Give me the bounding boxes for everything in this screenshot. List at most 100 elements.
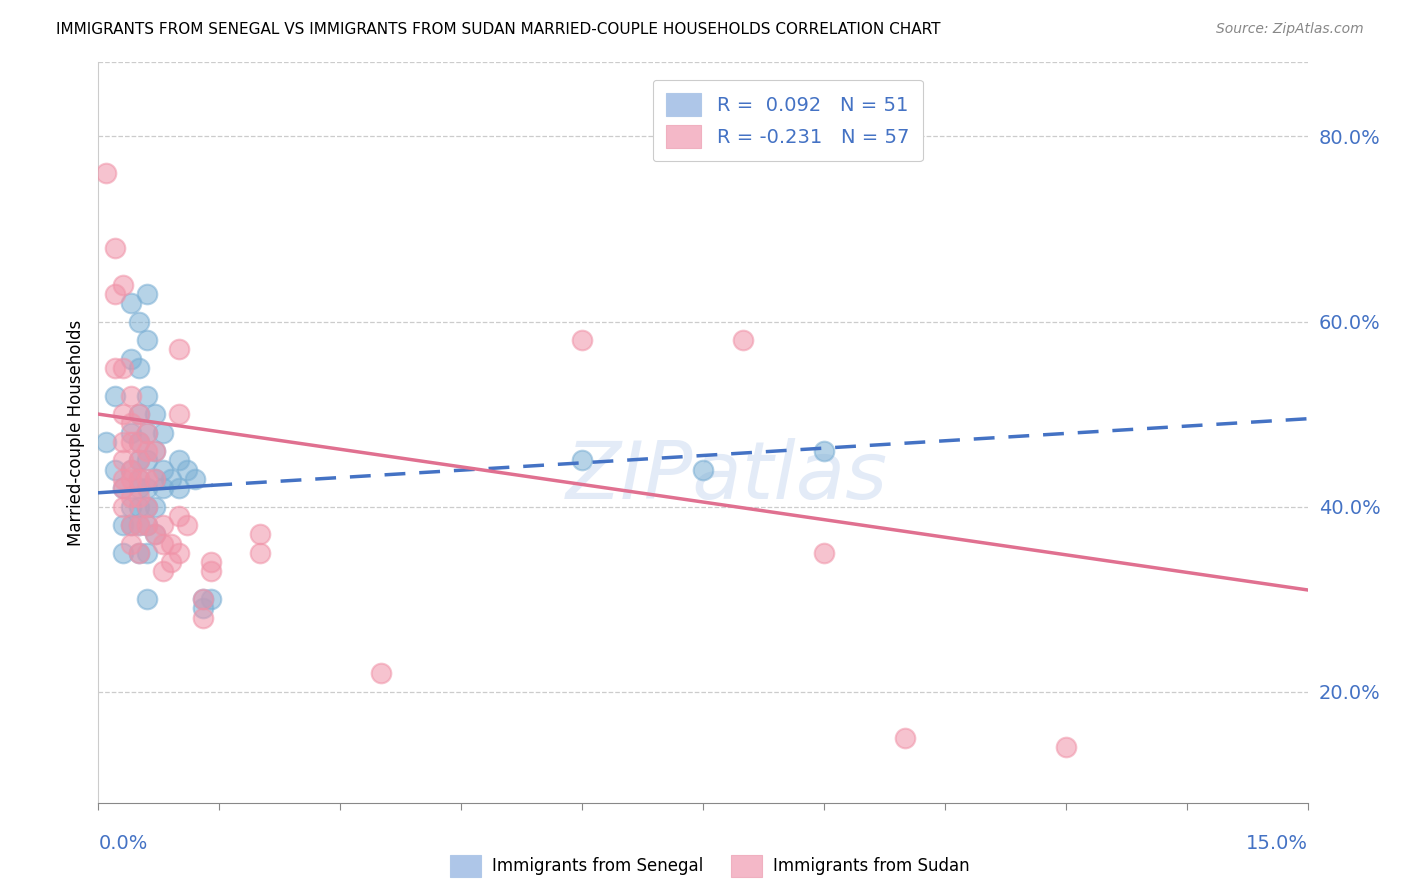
Point bbox=[143, 472, 166, 486]
Point bbox=[120, 518, 142, 533]
Point bbox=[143, 500, 166, 514]
Point bbox=[152, 536, 174, 550]
Point bbox=[111, 472, 134, 486]
Point bbox=[733, 333, 755, 347]
Point bbox=[120, 491, 142, 505]
Point bbox=[160, 472, 183, 486]
Point bbox=[135, 500, 157, 514]
Point bbox=[135, 546, 157, 560]
Point bbox=[249, 546, 271, 560]
Point bbox=[135, 425, 157, 440]
Point bbox=[111, 434, 134, 449]
Point bbox=[167, 481, 190, 495]
Point bbox=[135, 518, 157, 533]
Point bbox=[152, 481, 174, 495]
Point bbox=[813, 546, 835, 560]
Point bbox=[167, 343, 190, 357]
Point bbox=[120, 472, 142, 486]
Point bbox=[128, 314, 150, 328]
Point bbox=[167, 546, 190, 560]
Point bbox=[128, 500, 150, 514]
Point bbox=[135, 453, 157, 467]
Point bbox=[143, 444, 166, 458]
Point bbox=[111, 277, 134, 292]
Point bbox=[120, 296, 142, 310]
Point bbox=[135, 592, 157, 607]
Text: Source: ZipAtlas.com: Source: ZipAtlas.com bbox=[1216, 22, 1364, 37]
Point bbox=[111, 500, 134, 514]
Point bbox=[120, 389, 142, 403]
Point bbox=[143, 527, 166, 541]
Point bbox=[135, 425, 157, 440]
Point bbox=[120, 500, 142, 514]
Point bbox=[176, 518, 198, 533]
Point bbox=[128, 434, 150, 449]
Point bbox=[103, 360, 125, 375]
Point bbox=[120, 462, 142, 476]
Point bbox=[692, 462, 714, 476]
Point bbox=[128, 518, 150, 533]
Point bbox=[135, 286, 157, 301]
Point bbox=[120, 425, 142, 440]
Point bbox=[128, 546, 150, 560]
Point bbox=[135, 444, 157, 458]
Point bbox=[111, 407, 134, 421]
Point bbox=[135, 472, 157, 486]
Point bbox=[1054, 740, 1077, 755]
Text: Immigrants from Senegal: Immigrants from Senegal bbox=[492, 857, 703, 875]
Point bbox=[111, 546, 134, 560]
Point bbox=[160, 555, 183, 569]
Point bbox=[135, 518, 157, 533]
Point bbox=[152, 425, 174, 440]
Point bbox=[128, 453, 150, 467]
Point bbox=[193, 601, 215, 615]
Point bbox=[135, 389, 157, 403]
Point bbox=[152, 462, 174, 476]
Text: ZIPatlas: ZIPatlas bbox=[567, 438, 889, 516]
Point bbox=[120, 351, 142, 366]
Point bbox=[111, 481, 134, 495]
Point bbox=[120, 462, 142, 476]
Point bbox=[111, 481, 134, 495]
Point bbox=[96, 166, 118, 180]
Point bbox=[96, 434, 118, 449]
Point bbox=[103, 389, 125, 403]
Point bbox=[111, 360, 134, 375]
Point bbox=[813, 444, 835, 458]
Point bbox=[103, 240, 125, 254]
Text: 15.0%: 15.0% bbox=[1246, 834, 1308, 853]
Point bbox=[135, 481, 157, 495]
Point bbox=[571, 333, 593, 347]
Point bbox=[167, 508, 190, 523]
Point bbox=[128, 481, 150, 495]
Point bbox=[103, 462, 125, 476]
Point bbox=[184, 472, 207, 486]
Point bbox=[152, 518, 174, 533]
Point bbox=[152, 565, 174, 579]
Point bbox=[128, 407, 150, 421]
Point bbox=[143, 444, 166, 458]
Point bbox=[120, 417, 142, 431]
Point bbox=[135, 500, 157, 514]
Point bbox=[128, 518, 150, 533]
Legend: R =  0.092   N = 51, R = -0.231   N = 57: R = 0.092 N = 51, R = -0.231 N = 57 bbox=[652, 79, 922, 161]
Point bbox=[200, 555, 222, 569]
Point bbox=[111, 518, 134, 533]
Point bbox=[128, 360, 150, 375]
Point bbox=[193, 592, 215, 607]
Point bbox=[128, 407, 150, 421]
Point bbox=[103, 286, 125, 301]
Point bbox=[167, 407, 190, 421]
Point bbox=[200, 592, 222, 607]
Point bbox=[111, 453, 134, 467]
Point bbox=[128, 434, 150, 449]
Y-axis label: Married-couple Households: Married-couple Households bbox=[66, 319, 84, 546]
Point bbox=[120, 518, 142, 533]
Point bbox=[370, 666, 392, 681]
Point bbox=[893, 731, 915, 745]
Point bbox=[128, 546, 150, 560]
Point bbox=[193, 592, 215, 607]
Point bbox=[176, 462, 198, 476]
Point bbox=[120, 434, 142, 449]
Point bbox=[143, 472, 166, 486]
